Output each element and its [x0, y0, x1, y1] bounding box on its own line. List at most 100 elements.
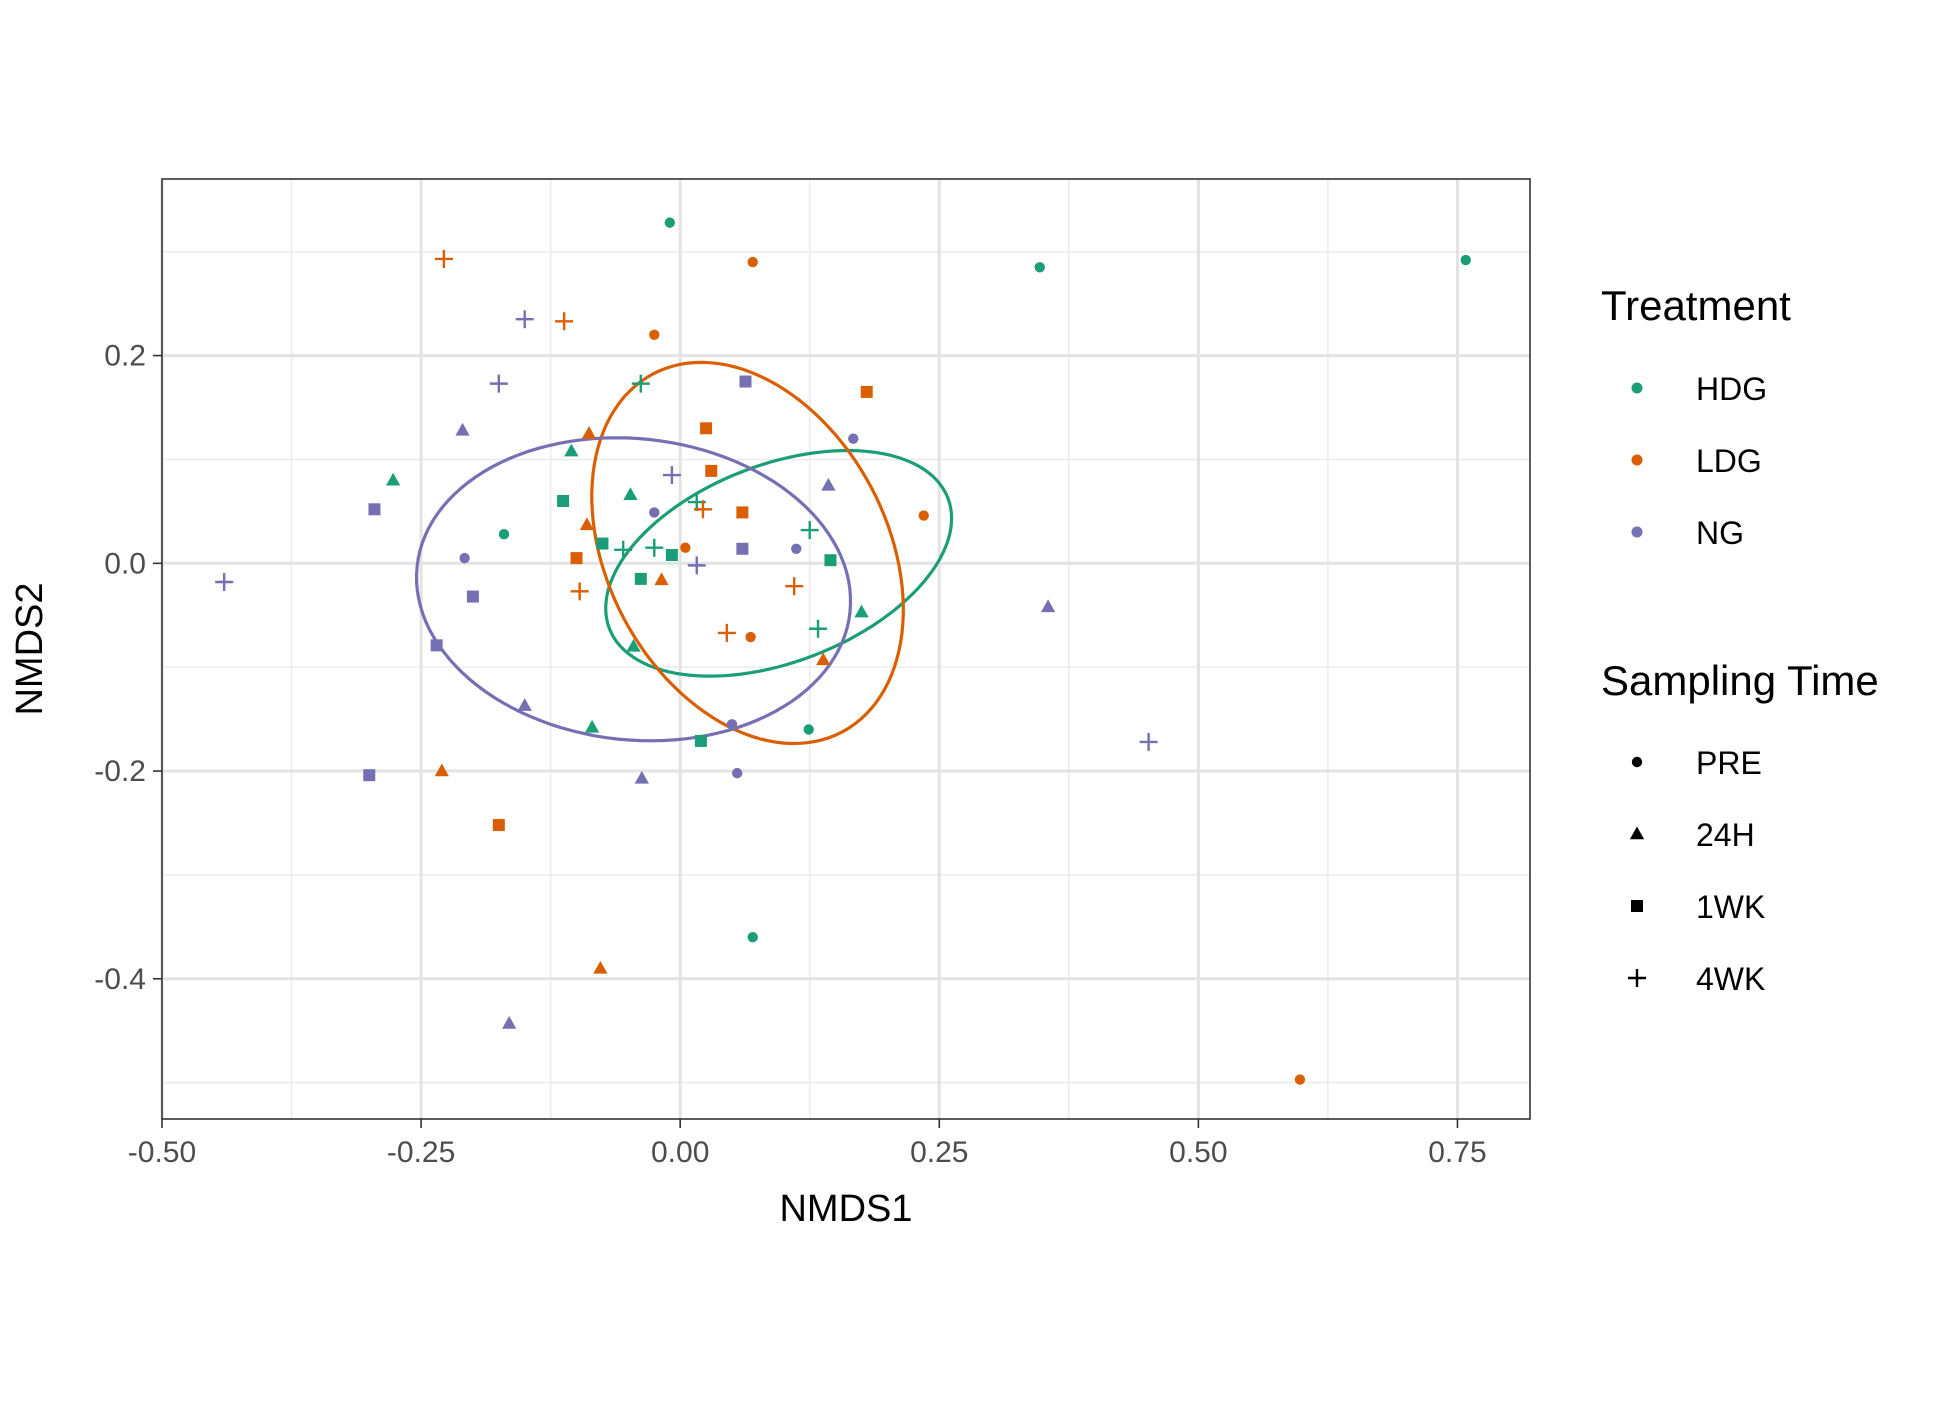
data-point-ldg-4wk [693, 500, 712, 519]
data-point-hdg-pre [747, 932, 758, 943]
y-axis-title: NMDS2 [9, 582, 51, 715]
data-point-ldg-1wk [570, 552, 583, 565]
data-point-hdg-pre [1460, 254, 1471, 266]
data-point-ldg-pre [745, 631, 756, 643]
legend-label-1wk: 1WK [1696, 889, 1765, 925]
data-point-hdg-24h [564, 443, 579, 457]
legend-key-pre [1631, 756, 1643, 768]
data-point-hdg-4wk [645, 538, 664, 557]
data-point-ng-24h [517, 698, 532, 711]
confidence-ellipse-ldg [590, 360, 905, 746]
legend-key-24h [1629, 826, 1645, 840]
legend-label-pre: PRE [1696, 745, 1762, 781]
data-point-hdg-24h [854, 604, 869, 618]
data-point-ldg-1wk [860, 385, 873, 398]
x-tick-label: 0.00 [651, 1136, 709, 1169]
data-point-ldg-4wk [555, 312, 574, 331]
legend-key-1wk [1631, 900, 1643, 912]
data-point-hdg-1wk [557, 494, 570, 507]
legend-key-ldg [1631, 454, 1643, 466]
data-point-ng-pre [726, 719, 738, 730]
data-point-hdg-4wk [800, 521, 819, 540]
data-point-ng-4wk [215, 573, 234, 592]
data-point-ng-24h [1040, 599, 1056, 613]
data-point-ldg-1wk [492, 819, 505, 832]
y-tick-label: -0.2 [94, 755, 146, 788]
data-point-ldg-24h [579, 517, 595, 531]
data-point-ldg-1wk [705, 464, 718, 477]
legend-label-4wk: 4WK [1696, 961, 1765, 997]
legend-label-ng: NG [1696, 515, 1744, 551]
data-point-hdg-24h [385, 472, 401, 486]
data-point-ng-4wk [515, 310, 534, 329]
y-tick-label: 0.2 [104, 340, 146, 373]
data-point-ldg-24h [816, 652, 831, 666]
data-point-hdg-4wk [614, 540, 633, 559]
legend-treatment-title: Treatment [1601, 282, 1791, 329]
x-tick-label: -0.50 [128, 1136, 196, 1169]
data-point-hdg-1wk [665, 549, 678, 561]
data-point-ng-24h [821, 477, 836, 491]
data-point-ng-1wk [739, 375, 752, 388]
x-tick-label: 0.75 [1428, 1136, 1486, 1169]
data-point-ng-1wk [363, 769, 376, 782]
data-point-ng-1wk [736, 542, 749, 555]
y-tick-label: 0.0 [104, 547, 146, 580]
data-point-hdg-4wk [809, 619, 828, 638]
data-point-ng-pre [649, 507, 660, 518]
y-tick-label: -0.4 [94, 963, 146, 996]
x-axis-title: NMDS1 [779, 1188, 912, 1230]
data-point-hdg-1wk [634, 572, 647, 585]
point-layer [215, 217, 1471, 1085]
data-point-ng-4wk [1139, 732, 1158, 751]
data-point-ldg-24h [581, 425, 597, 439]
data-point-ldg-4wk [717, 623, 736, 642]
data-point-ng-pre [731, 767, 743, 779]
legend-key-4wk [1628, 969, 1646, 987]
x-tick-label: 0.50 [1169, 1136, 1227, 1169]
legend-label-24h: 24H [1696, 817, 1755, 853]
data-point-ldg-4wk [785, 577, 804, 596]
data-point-hdg-4wk [631, 374, 650, 393]
data-point-ldg-24h [593, 960, 608, 974]
data-point-ng-pre [459, 552, 470, 564]
data-point-ng-4wk [489, 374, 508, 393]
x-tick-label: -0.25 [387, 1136, 455, 1169]
data-point-hdg-pre [498, 529, 510, 540]
legend-key-hdg [1631, 382, 1643, 394]
data-point-hdg-24h [626, 638, 641, 652]
data-point-hdg-1wk [596, 537, 609, 550]
data-point-hdg-24h [623, 487, 638, 501]
data-point-ldg-1wk [736, 506, 749, 519]
data-point-ng-pre [791, 543, 802, 554]
ellipse-layer [415, 360, 954, 746]
data-point-ng-1wk [430, 639, 443, 652]
data-point-ldg-pre [918, 510, 929, 521]
data-point-hdg-pre [1034, 262, 1046, 273]
plot-panel-border [161, 178, 1531, 1120]
data-point-ng-24h [634, 770, 649, 784]
data-point-ldg-1wk [700, 422, 713, 435]
legend-sampling-time-title: Sampling Time [1601, 657, 1879, 704]
data-point-hdg-1wk [824, 554, 837, 567]
data-point-ldg-pre [680, 542, 691, 553]
data-point-hdg-1wk [694, 734, 707, 747]
legend-label-hdg: HDG [1696, 371, 1767, 407]
legend-key-ng [1631, 526, 1643, 538]
data-point-ng-4wk [662, 466, 681, 485]
x-tick-label: 0.25 [910, 1136, 968, 1169]
data-point-hdg-pre [664, 217, 676, 228]
legend: Treatment Sampling Time HDG LDG NG PRE 24H 1W… [1601, 282, 1879, 997]
confidence-ellipse-ng [415, 436, 853, 743]
data-point-ldg-24h [434, 763, 449, 777]
axis-layer: -0.50 -0.25 0.00 0.25 0.50 0.75 -0.4 -0.2 0.0 0.2 [94, 340, 1486, 1169]
data-point-hdg-pre [803, 724, 814, 735]
data-point-ng-24h [502, 1015, 517, 1029]
data-point-ng-1wk [368, 503, 381, 516]
data-point-ng-1wk [466, 590, 479, 603]
data-point-ldg-4wk [434, 249, 453, 268]
data-point-ldg-pre [747, 256, 758, 268]
confidence-ellipse-hdg [604, 448, 954, 678]
